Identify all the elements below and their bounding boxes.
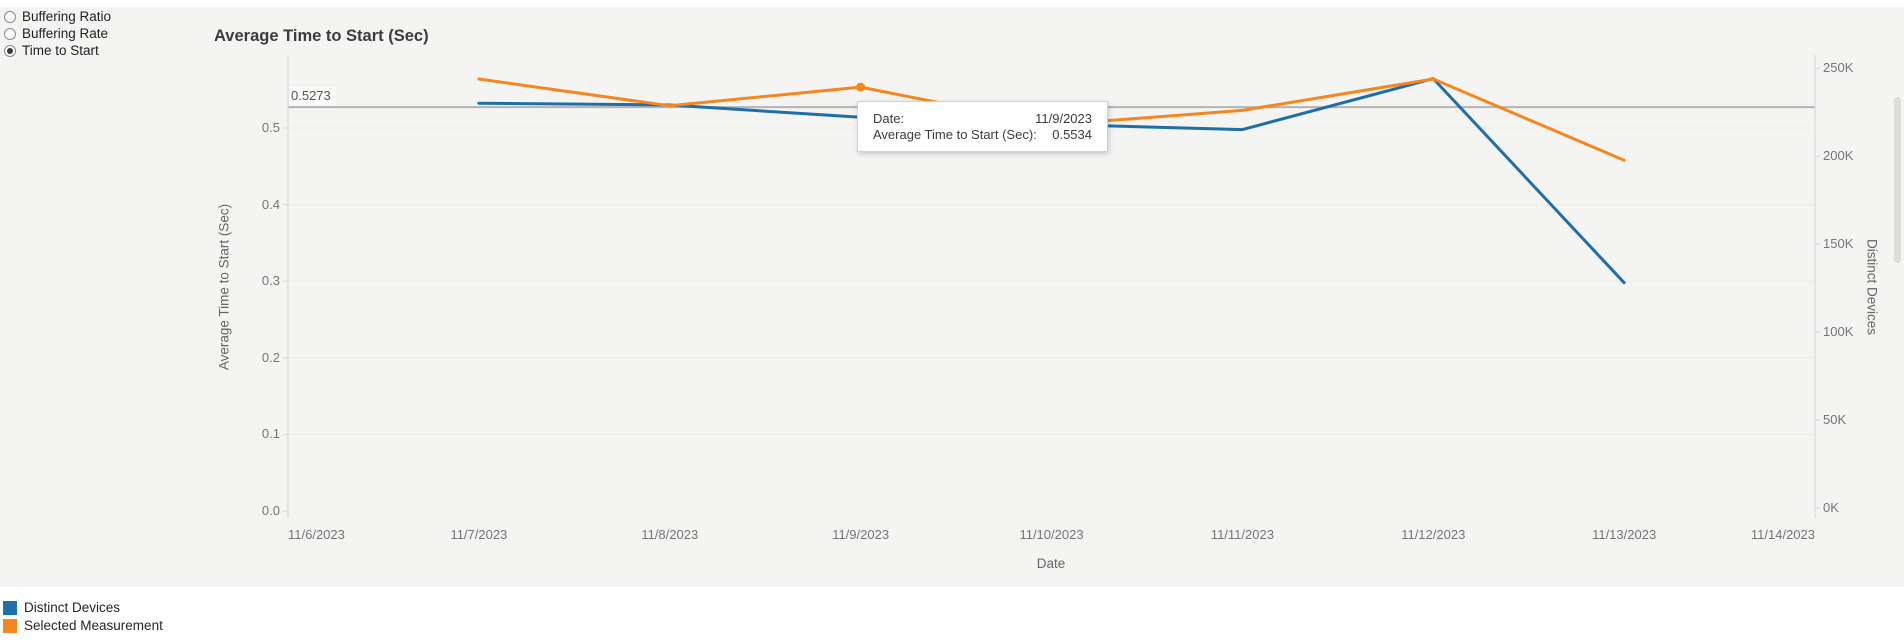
radio-option-time-to-start[interactable]: Time to Start bbox=[4, 42, 111, 59]
radio-option-label[interactable]: Buffering Rate bbox=[22, 26, 109, 41]
tooltip: Date: 11/9/2023 Average Time to Start (S… bbox=[857, 101, 1108, 152]
right-axis-title: Distinct Devices bbox=[1864, 238, 1880, 336]
left-axis-tick-label: 0.2 bbox=[261, 349, 280, 365]
left-axis-tick-label: 0.3 bbox=[261, 273, 280, 289]
legend-swatch bbox=[3, 619, 17, 633]
legend-swatch bbox=[3, 601, 17, 615]
x-axis-tick-label: 11/14/2023 bbox=[1750, 527, 1815, 542]
radio-option-label[interactable]: Buffering Ratio bbox=[22, 9, 112, 24]
radio-unselected-icon[interactable] bbox=[4, 10, 16, 23]
right-axis-tick-label: 100K bbox=[1823, 324, 1854, 339]
left-axis-tick-label: 0.4 bbox=[261, 196, 280, 212]
radio-dot bbox=[7, 47, 13, 54]
measurement-radio-group: Buffering Ratio Buffering Rate Time to Sta… bbox=[4, 8, 111, 59]
x-axis-tick-label: 11/10/2023 bbox=[1019, 527, 1084, 542]
x-axis-tick-label: 11/13/2023 bbox=[1592, 527, 1657, 542]
radio-option-label[interactable]: Time to Start bbox=[22, 43, 99, 58]
tooltip-measure-row: Average Time to Start (Sec): 0.5534 bbox=[873, 127, 1092, 143]
left-axis-tick-label: 0.0 bbox=[261, 503, 280, 518]
reference-line-label: 0.5273 bbox=[289, 87, 336, 105]
tooltip-date-row: Date: 11/9/2023 bbox=[873, 111, 1092, 127]
radio-option-buffering-ratio[interactable]: Buffering Ratio bbox=[4, 8, 111, 25]
left-axis-title: Average Time to Start (Sec) bbox=[216, 203, 232, 371]
x-axis-tick-label: 11/8/2023 bbox=[641, 527, 699, 542]
radio-unselected-icon[interactable] bbox=[4, 27, 16, 40]
left-axis-tick-label: 0.5 bbox=[261, 120, 280, 135]
tooltip-date-label: Date: bbox=[873, 111, 905, 126]
tooltip-measure-label: Average Time to Start (Sec): bbox=[873, 127, 1037, 142]
right-axis-tick-label: 200K bbox=[1823, 148, 1854, 163]
x-axis-tick-label: 11/6/2023 bbox=[288, 527, 345, 542]
legend-item-distinct-devices[interactable]: Distinct Devices bbox=[3, 599, 163, 617]
right-axis-tick-label: 0K bbox=[1823, 500, 1839, 515]
x-axis-tick-label: 11/12/2023 bbox=[1401, 527, 1466, 542]
chart-title: Average Time to Start (Sec) bbox=[214, 27, 429, 45]
x-axis-tick-label: 11/7/2023 bbox=[450, 527, 508, 542]
tooltip-date-value: 11/9/2023 bbox=[1035, 111, 1092, 126]
x-axis-tick-label: 11/9/2023 bbox=[832, 527, 890, 542]
x-axis-title: Date bbox=[1036, 556, 1066, 571]
tooltip-measure-value: 0.5534 bbox=[1052, 127, 1092, 142]
radio-selected-icon[interactable] bbox=[4, 44, 16, 57]
scrollbar-thumb[interactable] bbox=[1894, 97, 1901, 263]
hovered-data-point[interactable] bbox=[856, 82, 866, 92]
right-axis-tick-label: 250K bbox=[1823, 60, 1854, 75]
legend-label: Selected Measurement bbox=[24, 618, 163, 633]
left-axis-tick-label: 0.1 bbox=[261, 426, 280, 442]
right-axis-tick-label: 50K bbox=[1823, 412, 1847, 427]
legend-item-selected-measurement[interactable]: Selected Measurement bbox=[3, 617, 163, 635]
x-axis-tick-label: 11/11/2023 bbox=[1210, 527, 1274, 542]
color-legend: Distinct Devices Selected Measurement bbox=[3, 599, 163, 635]
radio-option-buffering-rate[interactable]: Buffering Rate bbox=[4, 25, 111, 42]
right-axis-tick-label: 150K bbox=[1823, 236, 1854, 251]
legend-label: Distinct Devices bbox=[24, 600, 121, 615]
